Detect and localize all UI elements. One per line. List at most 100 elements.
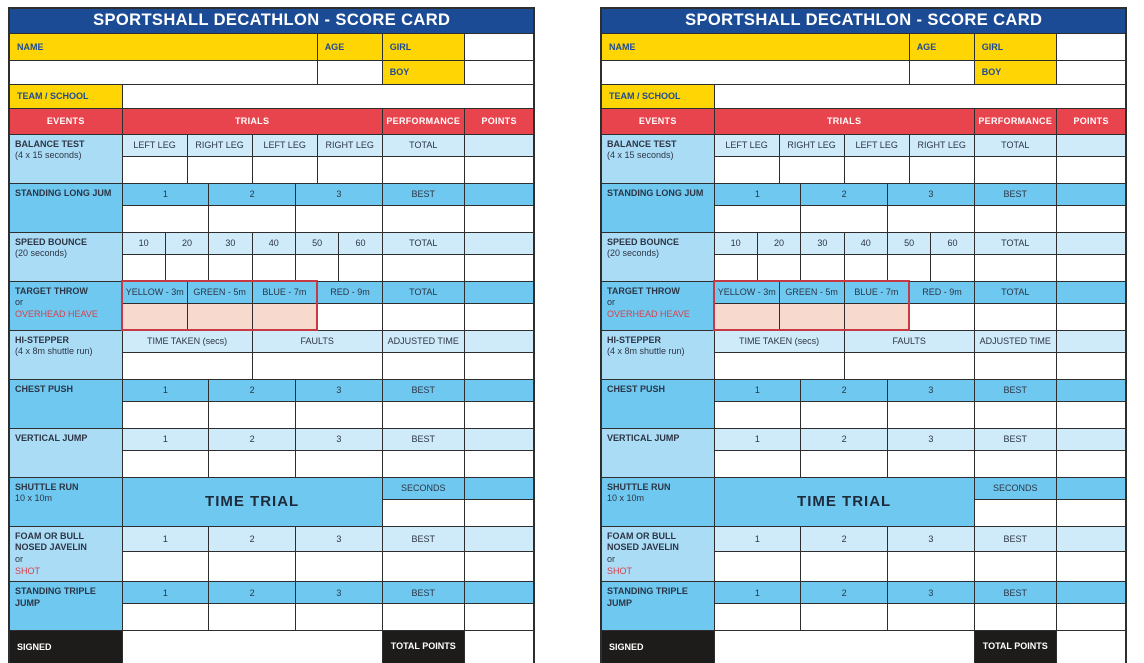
points-input-cell[interactable] — [1055, 351, 1127, 380]
performance-input-cell[interactable] — [973, 400, 1057, 429]
trial-input-cell[interactable] — [121, 449, 210, 478]
trial-input-cell[interactable] — [251, 302, 319, 331]
trial-input-cell[interactable] — [713, 449, 802, 478]
performance-input-cell[interactable] — [973, 498, 1057, 527]
performance-input-cell[interactable] — [381, 351, 465, 380]
performance-input-cell[interactable] — [973, 449, 1057, 478]
trial-input-cell[interactable] — [713, 400, 802, 429]
points-input-cell[interactable] — [1055, 498, 1127, 527]
points-input-cell[interactable] — [463, 603, 535, 632]
performance-input-cell[interactable] — [381, 204, 465, 233]
signature-area[interactable] — [713, 630, 975, 663]
trial-input-cell[interactable] — [756, 253, 802, 282]
trial-input-cell[interactable] — [843, 302, 911, 331]
boy-checkbox-cell[interactable] — [1055, 59, 1127, 85]
trial-input-cell[interactable] — [208, 550, 296, 583]
trial-input-cell[interactable] — [186, 155, 253, 184]
trial-input-cell[interactable] — [208, 253, 253, 282]
trial-input-cell[interactable] — [800, 400, 888, 429]
trial-input-cell[interactable] — [121, 550, 210, 583]
points-input-cell[interactable] — [1055, 302, 1127, 331]
trial-input-cell[interactable] — [208, 400, 296, 429]
points-input-cell[interactable] — [463, 449, 535, 478]
trial-input-cell[interactable] — [295, 449, 383, 478]
trial-input-cell[interactable] — [887, 550, 975, 583]
points-input-cell[interactable] — [1055, 155, 1127, 184]
performance-input-cell[interactable] — [973, 253, 1057, 282]
team-school-input[interactable] — [713, 83, 1127, 109]
performance-input-cell[interactable] — [381, 498, 465, 527]
performance-input-cell[interactable] — [381, 400, 465, 429]
points-input-cell[interactable] — [463, 155, 535, 184]
boy-checkbox-cell[interactable] — [463, 59, 535, 85]
points-input-cell[interactable] — [463, 204, 535, 233]
points-input-cell[interactable] — [1055, 400, 1127, 429]
trial-input-cell[interactable] — [251, 155, 318, 184]
age-input-cell[interactable] — [316, 59, 383, 85]
trial-input-cell[interactable] — [800, 603, 888, 632]
total-points-input[interactable] — [463, 630, 535, 663]
girl-checkbox-cell[interactable] — [1055, 32, 1127, 61]
performance-input-cell[interactable] — [973, 550, 1057, 583]
trial-input-cell[interactable] — [713, 253, 758, 282]
trial-input-cell[interactable] — [251, 253, 297, 282]
trial-input-cell[interactable] — [886, 253, 932, 282]
girl-checkbox-cell[interactable] — [463, 32, 535, 61]
trial-input-cell[interactable] — [121, 400, 210, 429]
trial-input-cell[interactable] — [713, 550, 802, 583]
trial-input-cell[interactable] — [713, 603, 802, 632]
performance-input-cell[interactable] — [973, 204, 1057, 233]
trial-input-cell[interactable] — [338, 253, 383, 282]
trial-input-cell[interactable] — [251, 351, 383, 380]
trial-input-cell[interactable] — [295, 400, 383, 429]
age-input-cell[interactable] — [908, 59, 975, 85]
performance-input-cell[interactable] — [973, 302, 1057, 331]
points-input-cell[interactable] — [1055, 204, 1127, 233]
trial-input-cell[interactable] — [316, 155, 383, 184]
performance-input-cell[interactable] — [973, 351, 1057, 380]
total-points-input[interactable] — [1055, 630, 1127, 663]
points-input-cell[interactable] — [463, 351, 535, 380]
trial-input-cell[interactable] — [887, 204, 975, 233]
trial-input-cell[interactable] — [713, 155, 780, 184]
performance-input-cell[interactable] — [381, 603, 465, 632]
points-input-cell[interactable] — [1055, 449, 1127, 478]
performance-input-cell[interactable] — [381, 253, 465, 282]
performance-input-cell[interactable] — [381, 302, 465, 331]
trial-input-cell[interactable] — [295, 550, 383, 583]
trial-input-cell[interactable] — [121, 204, 210, 233]
trial-input-cell[interactable] — [930, 253, 975, 282]
trial-input-cell[interactable] — [712, 302, 780, 331]
trial-input-cell[interactable] — [121, 155, 188, 184]
points-input-cell[interactable] — [463, 400, 535, 429]
name-input-cell[interactable] — [8, 59, 318, 85]
trial-input-cell[interactable] — [295, 603, 383, 632]
points-input-cell[interactable] — [1055, 253, 1127, 282]
performance-input-cell[interactable] — [381, 550, 465, 583]
trial-input-cell[interactable] — [843, 253, 889, 282]
performance-input-cell[interactable] — [381, 449, 465, 478]
points-input-cell[interactable] — [1055, 603, 1127, 632]
name-input-cell[interactable] — [600, 59, 910, 85]
trial-input-cell[interactable] — [208, 603, 296, 632]
trial-input-cell[interactable] — [887, 449, 975, 478]
points-input-cell[interactable] — [463, 498, 535, 527]
trial-input-cell[interactable] — [208, 449, 296, 478]
trial-input-cell[interactable] — [713, 204, 802, 233]
trial-input-cell[interactable] — [294, 253, 340, 282]
trial-input-cell[interactable] — [120, 302, 188, 331]
trial-input-cell[interactable] — [208, 204, 296, 233]
trial-input-cell[interactable] — [908, 155, 975, 184]
trial-input-cell[interactable] — [843, 155, 910, 184]
trial-input-cell[interactable] — [887, 603, 975, 632]
trial-input-cell[interactable] — [800, 253, 845, 282]
trial-input-cell[interactable] — [908, 302, 975, 331]
trial-input-cell[interactable] — [121, 603, 210, 632]
trial-input-cell[interactable] — [778, 155, 845, 184]
trial-input-cell[interactable] — [121, 253, 166, 282]
trial-input-cell[interactable] — [186, 302, 253, 331]
points-input-cell[interactable] — [463, 302, 535, 331]
trial-input-cell[interactable] — [887, 400, 975, 429]
trial-input-cell[interactable] — [800, 449, 888, 478]
trial-input-cell[interactable] — [843, 351, 975, 380]
